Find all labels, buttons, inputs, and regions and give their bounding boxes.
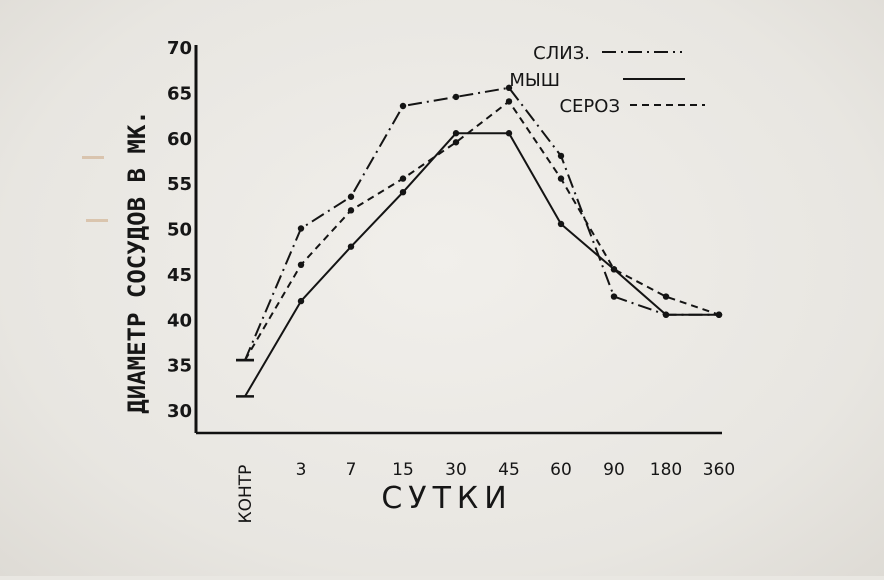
smudge-marks [82, 156, 108, 222]
data-point [662, 293, 670, 300]
data-point [347, 207, 355, 214]
y-tick-label: 30 [167, 401, 192, 422]
data-point [557, 152, 565, 160]
series-layer [236, 84, 723, 398]
legend-label: СЛИЗ. [533, 43, 590, 64]
x-tick-label: 90 [603, 460, 625, 480]
data-point [297, 297, 305, 305]
data-point [505, 84, 513, 92]
y-axis-title: ДИАМЕТР СОСУДОВ В МК. [123, 110, 151, 413]
x-tick-label: 45 [498, 460, 520, 480]
series-line [244, 100, 720, 361]
data-point [452, 130, 460, 137]
x-axis-title: СУТКИ [381, 481, 512, 516]
x-tick-label: КОНТР [236, 465, 256, 524]
data-point [347, 193, 355, 200]
series-3 [236, 98, 723, 362]
data-point [452, 93, 460, 101]
y-tick-label: 40 [167, 310, 192, 331]
data-point [557, 220, 565, 228]
y-tick-label: 50 [167, 220, 192, 241]
y-tick-label: 65 [167, 83, 192, 104]
x-tick-labels: КОНТР 3 7 15 30 45 60 90 180 360 [236, 460, 735, 523]
data-point [610, 266, 618, 273]
data-point [505, 98, 513, 105]
data-point [347, 243, 355, 250]
data-point [662, 311, 670, 318]
series-1 [236, 84, 723, 362]
x-tick-label: 3 [296, 460, 307, 480]
data-point [715, 311, 723, 318]
data-point [399, 102, 407, 110]
series-line [244, 86, 719, 361]
data-point [297, 261, 305, 268]
data-point [610, 293, 618, 300]
y-tick-label: 45 [167, 265, 192, 286]
data-point [452, 139, 460, 146]
y-tick-label: 55 [167, 174, 192, 195]
y-tick-label: 70 [167, 38, 192, 59]
data-point [399, 175, 407, 182]
legend: СЛИЗ. МЫШ СЕРОЗ [509, 43, 705, 117]
data-point [557, 175, 565, 182]
x-tick-label: 30 [445, 460, 467, 480]
series-line [244, 132, 719, 397]
legend-label: СЕРОЗ [559, 96, 620, 117]
legend-label: МЫШ [509, 70, 560, 91]
data-point [297, 225, 305, 232]
y-tick-label: 60 [167, 129, 192, 150]
series-2 [236, 130, 723, 398]
x-tick-label: 360 [703, 460, 735, 480]
x-tick-label: 15 [392, 460, 414, 480]
x-tick-label: 180 [650, 460, 682, 480]
data-point [505, 130, 513, 137]
y-tick-labels: 30 35 40 45 50 55 60 65 70 [167, 38, 192, 422]
y-tick-label: 35 [167, 356, 192, 377]
x-tick-label: 60 [550, 460, 572, 480]
data-point [399, 189, 407, 196]
x-tick-label: 7 [346, 460, 357, 480]
